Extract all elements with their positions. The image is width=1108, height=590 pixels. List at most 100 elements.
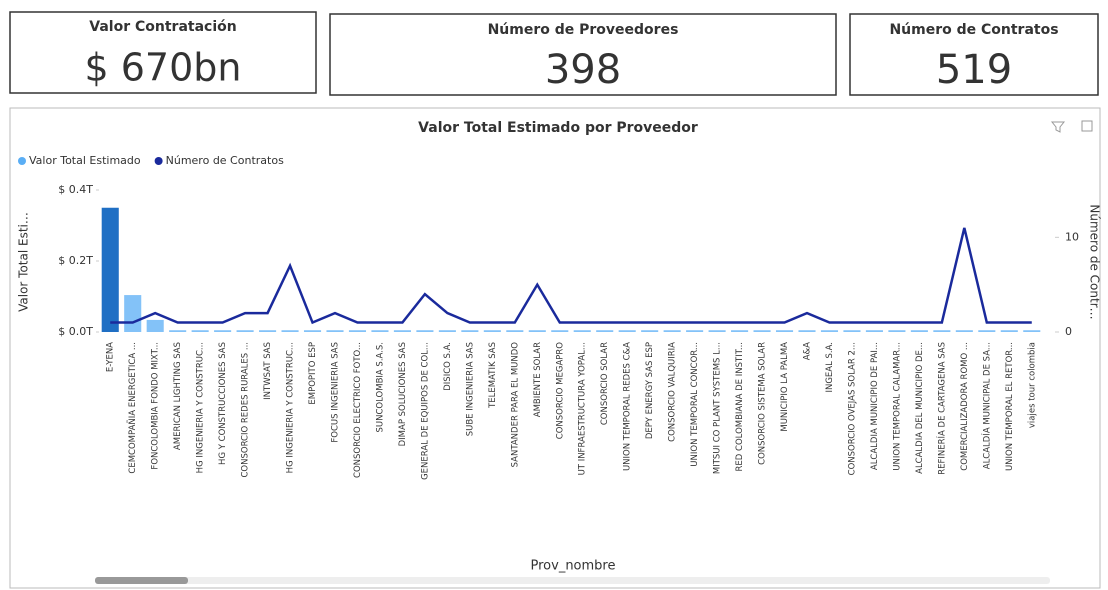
x-tick-label: SUNCOLOMBIA S.A.S. [375, 342, 385, 432]
x-tick-label: ALCALDIA MUNICIPIO DE PAI... [870, 342, 880, 470]
y2-axis-title: Número de Contr… [1088, 204, 1102, 319]
x-axis-title: Prov_nombre [531, 559, 616, 574]
card [329, 13, 837, 96]
card-title: Valor Contratación [89, 19, 236, 35]
x-tick-label: A&A [803, 342, 813, 360]
x-tick-label: ALCALDIA DEL MUNICIPIO DE... [915, 342, 925, 474]
bar [843, 330, 861, 332]
y2-tick-label: 0 [1065, 325, 1072, 338]
x-tick-label: UNION TEMPORAL REDES C&A [623, 342, 633, 471]
bar [416, 330, 434, 332]
x-tick-label: SUBE INGENIERIA SAS [465, 342, 475, 436]
bar [101, 207, 119, 332]
bar [663, 330, 681, 332]
scrollbar-thumb[interactable] [95, 577, 188, 584]
x-tick-label: SANTANDER PARA EL MUNDO [510, 342, 520, 468]
bar [888, 330, 906, 332]
x-tick-label: INGEAL S.A. [825, 342, 835, 393]
filter-icon[interactable] [1050, 121, 1066, 133]
x-tick-label: AMBIENTE SOLAR [533, 342, 543, 417]
y2-tick-label: 10 [1065, 230, 1079, 243]
bar [1000, 330, 1018, 332]
x-tick-label: CONSORCIO VALQUIRIA [668, 342, 678, 442]
bar [236, 330, 254, 332]
x-tick-label: UNION TEMPORAL EL RETOR... [1005, 342, 1015, 471]
bar [708, 330, 726, 332]
x-tick-label: UNION TEMPORAL CALAMAR... [892, 342, 902, 471]
bar [865, 330, 883, 332]
bar [281, 330, 299, 332]
bar [618, 330, 636, 332]
bar [820, 330, 839, 332]
x-tick-label: CEMCOMPAÑIA ENERGETICA ... [127, 342, 138, 474]
chart-panel [9, 107, 1101, 589]
x-tick-label: UT INFRAESTRUCTURA YOPAL... [578, 342, 588, 475]
x-tick-label: CONSORCIO SOLAR [600, 342, 610, 425]
x-tick-label: CONSORCIO SISTEMA SOLAR [758, 342, 768, 465]
bar [551, 330, 569, 332]
bar [259, 330, 277, 332]
bar [978, 330, 996, 332]
x-tick-label: E-YENA [106, 342, 116, 372]
bar [303, 330, 322, 332]
x-tick-label: TELEMATIK SAS [488, 342, 498, 409]
bar [910, 330, 928, 332]
x-tick-label: DISICO S.A. [443, 342, 453, 391]
bar [371, 330, 389, 332]
legend-label: Número de Contratos [166, 154, 284, 167]
bar [798, 330, 816, 332]
card-title: Número de Proveedores [488, 22, 679, 38]
x-tick-label: REFINERÍA DE CARTAGENA SAS [935, 342, 947, 475]
card [9, 11, 317, 94]
bar [214, 330, 232, 332]
x-tick-label: CONSORCIO OVEJAS SOLAR 2... [847, 342, 857, 475]
bar [596, 330, 614, 332]
scrollbar-track[interactable] [95, 577, 1050, 584]
bar [483, 330, 501, 332]
bar [731, 330, 749, 332]
bar [528, 330, 546, 332]
card-value: 519 [936, 47, 1012, 93]
y-tick-label: $ 0.2T [58, 254, 93, 267]
focus-icon[interactable] [1081, 120, 1093, 132]
x-tick-label: viajes tour colombia [1027, 342, 1037, 428]
x-tick-label: HG INGENIERIA Y CONSTRUC... [196, 342, 206, 473]
card-value: 398 [545, 47, 621, 93]
x-tick-label: GENERAL DE EQUIPOS DE COL... [420, 342, 430, 480]
bar [124, 295, 142, 332]
x-tick-label: RED COLOMBIANA DE INSTIT... [735, 342, 745, 472]
bar [753, 330, 771, 332]
bar [775, 330, 794, 332]
y-axis-title: Valor Total Esti… [17, 212, 31, 312]
bar [191, 330, 209, 332]
card-value: $ 670bn [85, 46, 242, 90]
bar [438, 330, 456, 332]
x-tick-label: DIMAP SOLUCIONES SAS [398, 342, 408, 446]
bar [169, 330, 187, 332]
bar [506, 330, 524, 332]
bar [933, 330, 951, 332]
chart-title: Valor Total Estimado por Proveedor [418, 120, 698, 136]
x-tick-label: MUNICIPIO LA PALMA [780, 342, 790, 432]
x-tick-label: EMPOPITO ESP [308, 342, 318, 405]
x-tick-label: CONSORCIO MEGAPRO [555, 342, 565, 440]
x-tick-label: INTWSAT SAS [263, 342, 273, 400]
x-tick-label: CONSORCIO REDES RURALES ... [241, 342, 251, 478]
bar [955, 330, 973, 332]
bar [393, 330, 411, 332]
legend-label: Valor Total Estimado [29, 154, 141, 167]
line [110, 227, 1032, 325]
x-tick-label: MITSUI CO PLANT SYSTEMS L... [713, 342, 723, 474]
bar [348, 330, 367, 332]
legend-marker [154, 157, 163, 165]
x-tick-label: HG INGENIERIA Y CONSTRUC... [286, 342, 296, 473]
card [849, 13, 1099, 96]
x-tick-label: UNION TEMPORAL CONCOR... [690, 342, 700, 467]
y-tick-label: $ 0.0T [58, 325, 93, 338]
x-tick-label: AMERICAN LIGHTING SAS [173, 342, 183, 450]
bar [641, 330, 659, 332]
x-tick-label: COMERCIALIZADORA ROMO ... [960, 342, 970, 471]
legend-marker [18, 157, 26, 165]
bar [686, 330, 704, 332]
